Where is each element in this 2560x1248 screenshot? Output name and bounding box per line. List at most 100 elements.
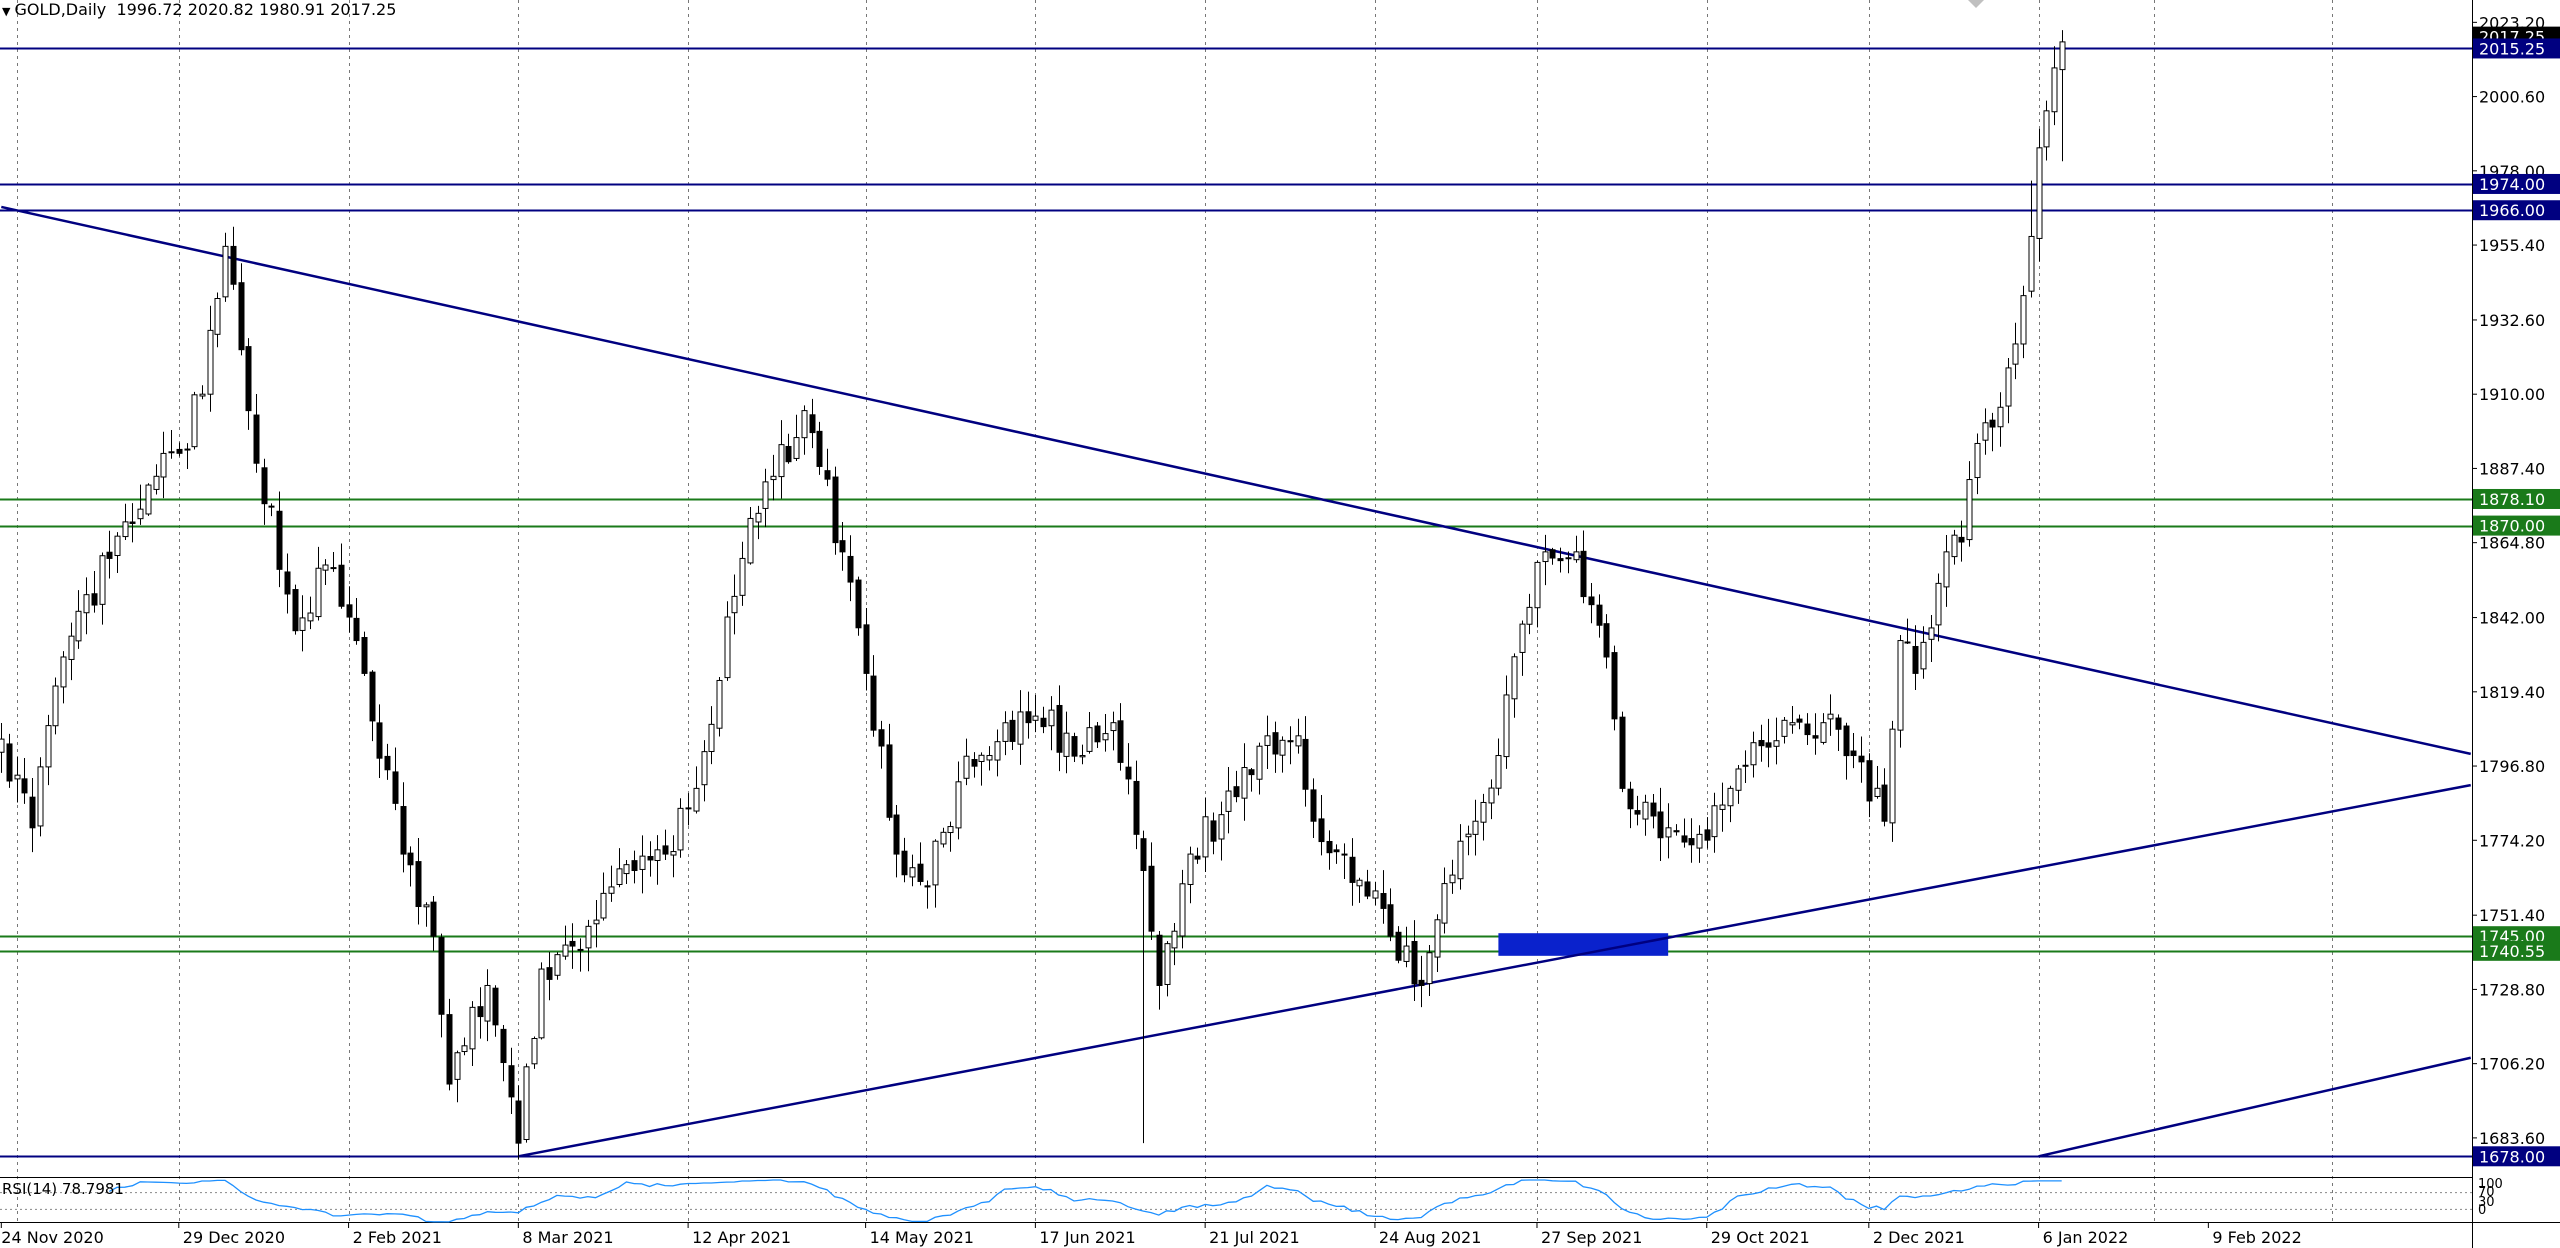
candle	[1426, 944, 1433, 997]
candle	[824, 448, 831, 487]
candle	[1850, 732, 1857, 769]
candle	[1140, 830, 1147, 1144]
candle	[238, 263, 245, 356]
candle	[1341, 843, 1348, 879]
candle	[199, 385, 206, 400]
candle	[1495, 738, 1502, 796]
candle	[330, 551, 337, 572]
price-tag: 2015.25	[2473, 38, 2560, 59]
candle	[284, 553, 291, 614]
candle	[1704, 817, 1711, 849]
candle	[145, 483, 152, 516]
price-axis[interactable]: 2023.202000.601978.001955.401932.601910.…	[2472, 0, 2560, 1248]
candle	[1233, 770, 1240, 803]
candle	[14, 756, 21, 803]
x-tick-label: 21 Jul 2021	[1209, 1228, 1300, 1247]
candle	[600, 872, 607, 921]
candle	[1681, 818, 1688, 848]
candle	[438, 933, 445, 1038]
y-tick-label: 2000.60	[2479, 88, 2545, 107]
candle	[1835, 714, 1842, 752]
candle	[1603, 614, 1610, 669]
candle	[1040, 706, 1047, 734]
candle	[886, 723, 893, 821]
svg-text:1966.00: 1966.00	[2479, 201, 2545, 220]
candle	[129, 503, 136, 543]
candle	[1372, 881, 1379, 906]
candle	[793, 414, 800, 461]
candle	[1997, 392, 2004, 447]
candle	[1935, 573, 1942, 642]
low-value: 1980.91	[258, 0, 326, 19]
candle	[1580, 530, 1587, 604]
rsi-line	[108, 1179, 2062, 1223]
trendlines	[1, 205, 2472, 1158]
candle	[430, 896, 437, 951]
candle	[268, 503, 275, 517]
candle	[1295, 718, 1302, 754]
candle	[863, 607, 870, 691]
candle	[1565, 551, 1572, 574]
collapse-triangle-icon[interactable]: ▼	[2, 5, 11, 18]
candle	[176, 442, 183, 457]
candle	[1079, 744, 1086, 765]
candle	[546, 952, 553, 1001]
candle	[353, 598, 360, 645]
candle	[322, 559, 329, 585]
x-tick-label: 24 Nov 2020	[1, 1228, 103, 1247]
candle	[1820, 713, 1827, 745]
candle	[955, 761, 962, 840]
candle	[207, 305, 214, 412]
y-tick-label: 1796.80	[2479, 757, 2545, 776]
candle	[755, 505, 762, 540]
candle	[1573, 535, 1580, 563]
y-tick-label: 1706.20	[2479, 1055, 2545, 1074]
candle	[160, 431, 167, 499]
candle	[1711, 792, 1718, 853]
candle	[346, 586, 353, 633]
x-tick-label: 14 May 2021	[870, 1228, 974, 1247]
time-axis[interactable]: 24 Nov 2020 29 Dec 2020 2 Feb 2021 8 Mar 20…	[0, 1222, 2302, 1247]
candle	[1789, 706, 1796, 734]
candle	[261, 458, 268, 525]
candle	[1434, 914, 1441, 973]
candle	[407, 846, 414, 887]
candle	[832, 466, 839, 555]
price-tag: 1878.10	[2473, 488, 2560, 509]
candle	[1650, 793, 1657, 829]
candle	[963, 738, 970, 786]
candle	[662, 829, 669, 861]
y-tick-label: 1864.80	[2479, 534, 2545, 553]
candle	[114, 532, 121, 574]
y-tick-label: 1774.20	[2479, 831, 2545, 850]
candle	[1218, 801, 1225, 861]
candle	[2051, 46, 2058, 126]
candle	[670, 835, 677, 878]
rsi-level-label: 100	[2478, 1177, 2503, 1192]
candle	[1920, 626, 1927, 679]
y-tick-label: 1751.40	[2479, 906, 2545, 925]
candle	[1187, 846, 1194, 904]
candle	[631, 850, 638, 884]
candle	[1210, 812, 1217, 855]
x-tick-label: 24 Aug 2021	[1379, 1228, 1482, 1247]
candle	[52, 677, 59, 735]
candle	[1110, 711, 1117, 751]
candle	[1279, 736, 1286, 773]
candle	[1032, 695, 1039, 733]
candle	[1989, 412, 1996, 452]
candle	[1117, 703, 1124, 771]
chart-shift-marker-icon[interactable]	[1968, 0, 1984, 8]
candle	[1395, 926, 1402, 964]
candle	[1356, 877, 1363, 903]
candle	[816, 421, 823, 475]
symbol-header: ▼ GOLD,Daily 1996.72 2020.82 1980.91 2017…	[2, 0, 396, 19]
candle	[1866, 753, 1873, 818]
candle	[1156, 930, 1163, 1010]
candle	[1827, 694, 1834, 736]
svg-text:1878.10: 1878.10	[2479, 490, 2545, 509]
open-value: 1996.72	[116, 0, 183, 19]
candle	[585, 919, 592, 972]
candle	[1125, 743, 1132, 795]
